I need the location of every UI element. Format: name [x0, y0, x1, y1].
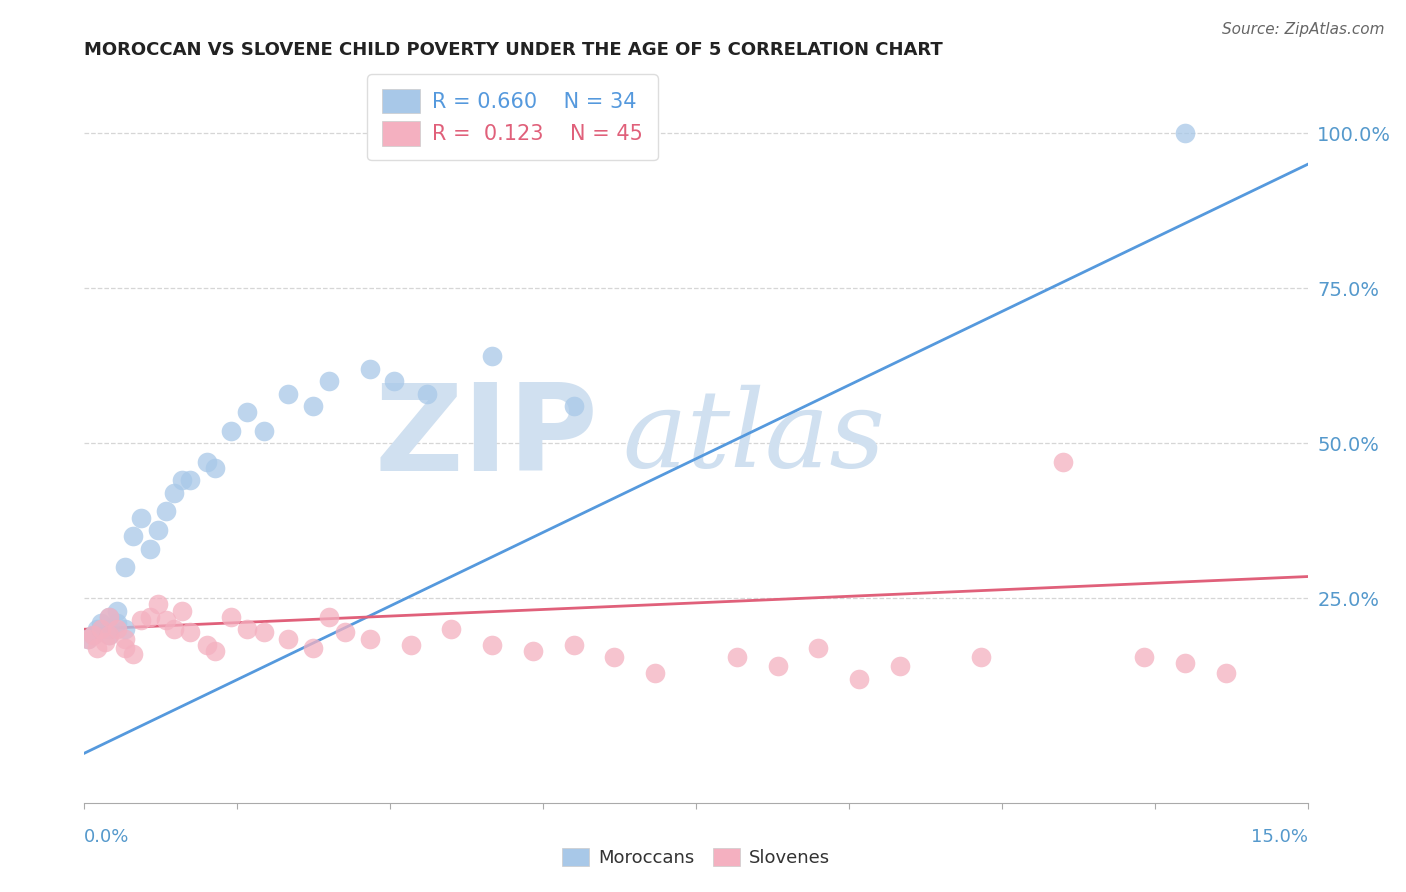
Point — [562, 638, 585, 652]
Point — [359, 632, 381, 646]
Point — [93, 634, 115, 648]
Point — [97, 628, 120, 642]
Text: 0.0%: 0.0% — [84, 828, 129, 846]
Point — [114, 640, 136, 655]
Point — [105, 622, 128, 636]
Point — [172, 474, 194, 488]
Point — [335, 625, 357, 640]
Point — [1215, 665, 1237, 680]
Point — [1133, 650, 1156, 665]
Point — [253, 424, 276, 438]
Legend: Moroccans, Slovenes: Moroccans, Slovenes — [555, 840, 837, 874]
Point — [382, 374, 405, 388]
Point — [481, 638, 503, 652]
Point — [155, 504, 177, 518]
Point — [277, 632, 299, 646]
Point — [105, 604, 128, 618]
Point — [114, 632, 136, 646]
Point — [195, 455, 218, 469]
Point — [277, 386, 299, 401]
Point — [1174, 126, 1197, 140]
Point — [399, 638, 422, 652]
Point — [204, 644, 226, 658]
Point — [253, 625, 276, 640]
Point — [301, 640, 323, 655]
Point — [889, 659, 911, 673]
Text: atlas: atlas — [623, 384, 886, 490]
Point — [725, 650, 748, 665]
Point — [219, 610, 242, 624]
Point — [179, 474, 201, 488]
Point — [1052, 455, 1074, 469]
Point — [77, 632, 100, 646]
Point — [848, 672, 870, 686]
Point — [105, 615, 128, 630]
Point — [138, 541, 160, 556]
Point — [86, 640, 108, 655]
Point — [970, 650, 993, 665]
Point — [359, 362, 381, 376]
Point — [163, 486, 186, 500]
Point — [90, 622, 112, 636]
Point — [204, 461, 226, 475]
Point — [318, 374, 340, 388]
Point — [219, 424, 242, 438]
Point — [77, 632, 100, 646]
Point — [440, 622, 463, 636]
Point — [122, 529, 145, 543]
Point — [318, 610, 340, 624]
Point — [122, 647, 145, 661]
Point — [562, 399, 585, 413]
Text: ZIP: ZIP — [374, 378, 598, 496]
Point — [131, 510, 153, 524]
Point — [179, 625, 201, 640]
Point — [138, 610, 160, 624]
Point — [146, 523, 169, 537]
Point — [97, 622, 120, 636]
Point — [146, 598, 169, 612]
Point — [644, 665, 666, 680]
Point — [301, 399, 323, 413]
Point — [163, 622, 186, 636]
Point — [97, 610, 120, 624]
Point — [90, 622, 112, 636]
Point — [522, 644, 544, 658]
Point — [86, 622, 108, 636]
Text: MOROCCAN VS SLOVENE CHILD POVERTY UNDER THE AGE OF 5 CORRELATION CHART: MOROCCAN VS SLOVENE CHILD POVERTY UNDER … — [84, 41, 943, 59]
Point — [131, 613, 153, 627]
Point — [97, 610, 120, 624]
Point — [97, 628, 120, 642]
Point — [603, 650, 626, 665]
Point — [155, 613, 177, 627]
Point — [416, 386, 439, 401]
Text: 15.0%: 15.0% — [1250, 828, 1308, 846]
Point — [82, 628, 104, 642]
Point — [1174, 657, 1197, 671]
Point — [766, 659, 789, 673]
Point — [236, 405, 259, 419]
Point — [82, 628, 104, 642]
Point — [114, 622, 136, 636]
Point — [172, 604, 194, 618]
Text: Source: ZipAtlas.com: Source: ZipAtlas.com — [1222, 22, 1385, 37]
Point — [481, 350, 503, 364]
Point — [195, 638, 218, 652]
Point — [114, 560, 136, 574]
Point — [807, 640, 830, 655]
Point — [236, 622, 259, 636]
Point — [90, 615, 112, 630]
